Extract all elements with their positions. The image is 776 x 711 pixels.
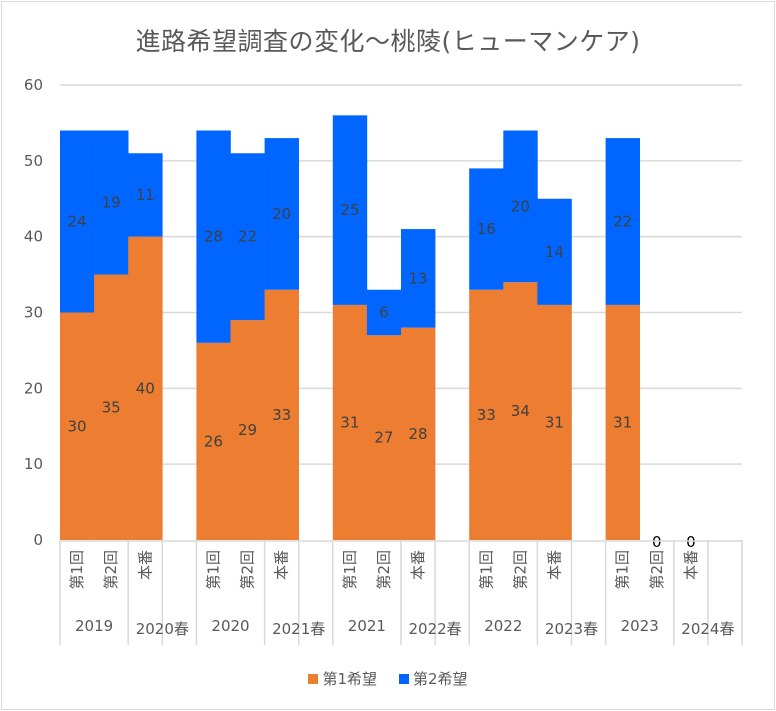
- bar-second-choice: [503, 130, 538, 283]
- data-label: 20: [272, 205, 291, 223]
- year-label: 2019: [75, 617, 113, 635]
- category-label: 第2回: [648, 550, 666, 590]
- category-label: 第1回: [341, 550, 359, 590]
- data-label: 40: [136, 379, 155, 397]
- bar-first-choice: [332, 304, 368, 540]
- bar-second-choice: [537, 198, 572, 305]
- legend-label-first-choice: 第1希望: [322, 670, 377, 688]
- legend-item-first-choice: 第1希望: [308, 668, 377, 689]
- data-label: 19: [102, 194, 121, 212]
- data-label: 14: [545, 243, 564, 261]
- legend-swatch-second-choice: [399, 673, 409, 684]
- bar-second-choice: [332, 115, 368, 305]
- category-label: 第1回: [68, 550, 86, 590]
- y-tick-label: 50: [24, 152, 43, 170]
- bar-first-choice: [128, 236, 163, 540]
- data-label: 26: [204, 432, 223, 450]
- legend-swatch-first-choice: [308, 673, 319, 684]
- data-label: 6: [379, 304, 389, 322]
- zero-data-label: 0: [652, 533, 662, 551]
- bar-first-choice: [366, 335, 402, 540]
- data-label: 20: [511, 197, 530, 215]
- bar-first-choice: [503, 282, 538, 540]
- year-label: 2020: [211, 617, 249, 635]
- category-label: 第2回: [102, 550, 120, 590]
- bar-second-choice: [264, 138, 299, 290]
- data-label: 25: [340, 201, 359, 219]
- y-tick-label: 40: [24, 228, 43, 246]
- spring-label: 2022春: [409, 620, 462, 638]
- data-label: 16: [477, 220, 496, 238]
- data-label: 30: [68, 417, 87, 435]
- bar-first-choice: [469, 289, 504, 540]
- zero-data-label: 0: [686, 533, 696, 551]
- bar-second-choice: [94, 130, 129, 275]
- category-label: 第1回: [614, 550, 632, 590]
- bar-first-choice: [196, 342, 231, 540]
- bar-second-choice: [605, 138, 640, 305]
- spring-label: 2023春: [545, 620, 598, 638]
- y-tick-label: 20: [24, 379, 43, 397]
- data-label: 33: [272, 406, 291, 424]
- bar-second-choice: [366, 289, 402, 336]
- data-label: 24: [68, 213, 87, 231]
- data-label: 31: [340, 413, 359, 431]
- year-label: 2023: [621, 617, 659, 635]
- category-label: 第1回: [477, 550, 495, 590]
- bar-second-choice: [469, 168, 504, 290]
- category-label: 第1回: [204, 550, 222, 590]
- data-label: 31: [545, 413, 564, 431]
- data-label: 22: [613, 213, 632, 231]
- data-label: 27: [374, 429, 393, 447]
- bar-second-choice: [230, 153, 265, 321]
- category-label: 第2回: [375, 550, 393, 590]
- category-label: 本番: [136, 550, 154, 580]
- data-label: 28: [204, 228, 223, 246]
- y-tick-label: 10: [24, 455, 43, 473]
- bar-first-choice: [537, 304, 572, 540]
- y-tick-label: 30: [24, 304, 43, 322]
- data-label: 35: [102, 398, 121, 416]
- category-label: 本番: [682, 550, 700, 580]
- y-tick-label: 0: [33, 531, 43, 549]
- bar-first-choice: [230, 320, 265, 540]
- category-label: 第2回: [511, 550, 529, 590]
- spring-label: 2024春: [681, 620, 734, 638]
- data-label: 31: [613, 413, 632, 431]
- legend-item-second-choice: 第2希望: [399, 668, 468, 689]
- spring-label: 2021春: [272, 620, 325, 638]
- category-label: 本番: [273, 550, 291, 580]
- year-label: 2022: [484, 617, 522, 635]
- bar-second-choice: [60, 130, 95, 313]
- bar-second-choice: [196, 130, 231, 343]
- data-label: 34: [511, 402, 530, 420]
- bar-first-choice: [264, 289, 299, 540]
- data-label: 13: [409, 269, 428, 287]
- data-label: 33: [477, 406, 496, 424]
- data-label: 22: [238, 228, 257, 246]
- bar-first-choice: [94, 274, 129, 540]
- bar-second-choice: [401, 229, 436, 328]
- bar-first-choice: [60, 312, 95, 540]
- bar-second-choice: [128, 153, 163, 237]
- chart-title: 進路希望調査の変化～桃陵(ヒューマンケア): [135, 27, 641, 56]
- category-label: 第2回: [239, 550, 257, 590]
- year-label: 2021: [348, 617, 386, 635]
- category-label: 本番: [409, 550, 427, 580]
- bar-first-choice: [401, 327, 436, 540]
- data-label: 29: [238, 421, 257, 439]
- legend-label-second-choice: 第2希望: [413, 670, 468, 688]
- data-label: 28: [409, 425, 428, 443]
- data-label: 11: [136, 186, 155, 204]
- spring-label: 2020春: [136, 620, 189, 638]
- bar-first-choice: [605, 304, 640, 540]
- y-tick-label: 60: [24, 76, 43, 94]
- legend: 第1希望 第2希望: [0, 668, 776, 689]
- category-label: 本番: [545, 550, 563, 580]
